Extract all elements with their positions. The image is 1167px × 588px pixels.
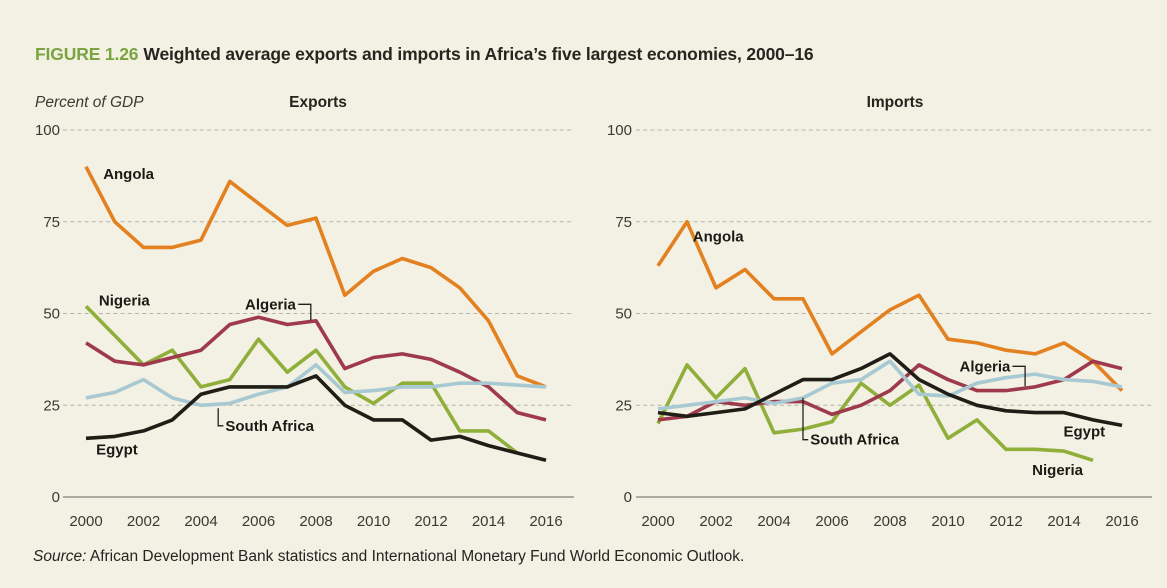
series-label-algeria: Algeria (245, 296, 297, 313)
source-prefix: Source: (33, 548, 87, 565)
line-series-egypt (657, 352, 1123, 428)
x-tick-label: 2008 (873, 513, 906, 530)
y-tick-label: 75 (615, 214, 632, 231)
line-series-nigeria (656, 363, 1094, 463)
series-label-angola: Angola (693, 228, 744, 245)
x-tick-label: 2004 (184, 513, 217, 530)
label-connector-south-africa (217, 408, 224, 427)
x-tick-label: 2006 (815, 513, 848, 530)
line-series-south-africa (85, 363, 547, 408)
line-series-egypt (85, 374, 547, 463)
y-tick-label: 100 (607, 122, 632, 139)
x-tick-label: 2000 (69, 513, 102, 530)
line-series-south-africa (657, 359, 1123, 411)
x-tick-label: 2002 (127, 513, 160, 530)
x-tick-label: 2010 (357, 513, 390, 530)
x-tick-label: 2010 (931, 513, 964, 530)
series-label-south-africa: South Africa (225, 418, 314, 435)
series-label-angola: Angola (103, 166, 154, 183)
y-tick-label: 0 (624, 489, 632, 506)
x-tick-label: 2014 (1047, 513, 1080, 530)
x-tick-label: 2016 (529, 513, 562, 530)
x-tick-label: 2006 (242, 513, 275, 530)
source-note: Source: African Development Bank statist… (33, 548, 744, 566)
line-series-algeria (657, 359, 1123, 422)
line-series-algeria (85, 315, 547, 422)
series-label-egypt: Egypt (1063, 424, 1105, 441)
imports-chart-title: Imports (866, 94, 924, 111)
y-tick-label: 0 (52, 489, 60, 506)
figure-title-text: Weighted average exports and imports in … (143, 44, 814, 64)
figure-title: FIGURE 1.26 Weighted average exports and … (35, 44, 814, 65)
x-tick-label: 2014 (472, 513, 505, 530)
series-label-nigeria: Nigeria (99, 293, 151, 310)
exports-line-chart: 100 75 50 25 0 2000 2002 2004 2006 2008 2010 2012 20… (35, 122, 574, 530)
y-tick-label: 50 (615, 306, 632, 323)
y-axis-unit-label: Percent of GDP (35, 94, 144, 111)
y-tick-label: 25 (43, 397, 60, 414)
figure-number: FIGURE 1.26 (35, 44, 139, 64)
x-tick-label: 2016 (1105, 513, 1138, 530)
label-connector-south-africa (802, 397, 809, 441)
source-text: African Development Bank statistics and … (89, 548, 745, 565)
x-tick-label: 2012 (989, 513, 1022, 530)
line-series-angola (84, 165, 547, 389)
y-tick-label: 100 (35, 122, 60, 139)
x-tick-label: 2012 (414, 513, 447, 530)
series-label-nigeria: Nigeria (1032, 462, 1084, 479)
exports-chart-title: Exports (289, 94, 347, 111)
x-tick-label: 2000 (641, 513, 674, 530)
label-connector-algeria (298, 303, 312, 321)
line-series-nigeria (84, 304, 519, 455)
label-connector-algeria (1012, 365, 1026, 387)
series-label-south-africa: South Africa (810, 432, 899, 449)
series-label-egypt: Egypt (96, 441, 138, 458)
x-tick-label: 2008 (299, 513, 332, 530)
x-tick-label: 2002 (699, 513, 732, 530)
y-tick-label: 50 (43, 306, 60, 323)
y-tick-label: 25 (615, 397, 632, 414)
series-label-algeria: Algeria (960, 358, 1012, 375)
imports-line-chart: 100 75 50 25 0 2000 2002 2004 2006 2008 2010 2012 20… (607, 122, 1152, 530)
line-series-angola (656, 220, 1124, 392)
y-tick-label: 75 (43, 214, 60, 231)
x-tick-label: 2004 (757, 513, 790, 530)
